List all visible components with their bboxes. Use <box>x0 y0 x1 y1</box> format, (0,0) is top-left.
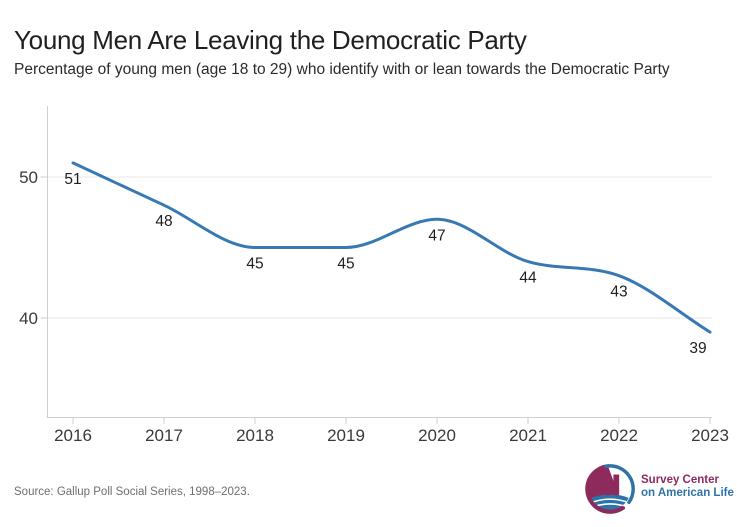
x-axis-label: 2019 <box>327 426 365 445</box>
x-axis-label: 2020 <box>418 426 456 445</box>
data-label: 43 <box>610 284 627 301</box>
y-axis-label: 50 <box>19 168 38 187</box>
x-axis-label: 2022 <box>600 426 638 445</box>
logo-hill-shape <box>589 494 631 510</box>
logo-bar-chart-icon <box>597 474 620 496</box>
x-axis-label: 2016 <box>54 426 92 445</box>
data-label: 44 <box>519 270 537 287</box>
logo-hills <box>589 494 631 510</box>
trend-line <box>71 161 712 334</box>
source-note: Source: Gallup Poll Social Series, 1998–… <box>14 486 250 498</box>
x-axis-label: 2017 <box>145 426 183 445</box>
data-label: 47 <box>428 227 445 244</box>
chart-subtitle: Percentage of young men (age 18 to 29) w… <box>14 61 670 78</box>
data-label: 45 <box>246 256 263 273</box>
logo-text-line1: Survey Center <box>641 474 719 486</box>
survey-center-logo-icon <box>585 464 635 514</box>
logo-hill-stripe <box>589 503 631 510</box>
chart-title: Young Men Are Leaving the Democratic Par… <box>14 25 527 55</box>
data-label: 45 <box>337 256 354 273</box>
data-label: 51 <box>64 171 81 188</box>
y-axis-label: 40 <box>19 309 38 328</box>
logo-text-line2: on American Life <box>641 487 734 499</box>
survey-center-logo: Survey Center on American Life <box>583 462 734 520</box>
x-axis-label: 2018 <box>236 426 274 445</box>
x-axis-label: 2021 <box>509 426 547 445</box>
logo-hill-stripe <box>589 498 631 507</box>
logo-text: Survey Center on American Life <box>641 474 734 500</box>
data-label: 48 <box>155 213 172 230</box>
x-axis-label: 2023 <box>691 426 729 445</box>
logo-blue-arc <box>604 464 635 505</box>
data-label: 39 <box>689 340 706 357</box>
